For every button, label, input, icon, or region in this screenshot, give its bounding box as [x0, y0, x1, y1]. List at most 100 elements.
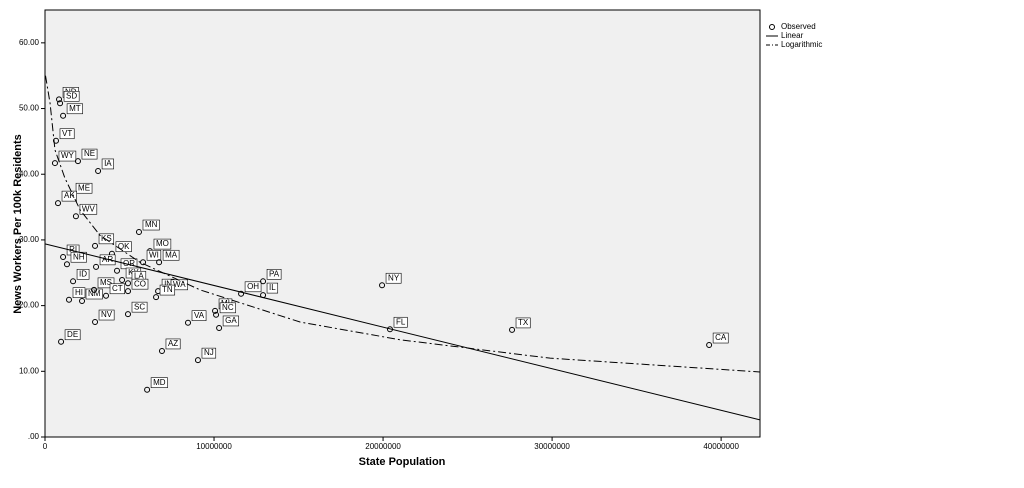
point [56, 96, 63, 103]
x-tick-label: 0 [43, 442, 48, 451]
point-label-box [162, 249, 180, 261]
point [103, 292, 110, 299]
point [124, 288, 131, 295]
point-label: CA [715, 333, 727, 342]
point-label: NY [388, 273, 400, 282]
point-label-box [201, 347, 217, 359]
point-label: AK [64, 191, 75, 200]
point-label-box [98, 233, 115, 245]
point-label-box [61, 190, 77, 202]
y-tick-label: 20.00 [19, 301, 40, 310]
point-label-box [266, 269, 282, 280]
point [74, 158, 81, 165]
point-label: KS [101, 234, 112, 243]
point-label: TN [162, 285, 173, 294]
point-label-box [393, 316, 408, 328]
y-tick-label: .00 [28, 432, 40, 441]
point-label: NV [101, 310, 113, 319]
point-label: OK [118, 242, 130, 251]
point-label-box [131, 301, 148, 313]
point-label: MA [165, 250, 178, 259]
point-label-box [115, 241, 132, 253]
legend-symbol [769, 24, 775, 30]
point [58, 338, 65, 345]
point [216, 324, 223, 331]
point-label-box [97, 277, 115, 289]
y-tick-label: 60.00 [19, 38, 40, 47]
point-label: MT [69, 104, 81, 113]
point [60, 112, 67, 119]
point [706, 342, 713, 349]
point-label-box [222, 315, 239, 327]
point [72, 213, 79, 220]
point-label: NH [73, 252, 85, 261]
point-label: MN [145, 220, 158, 229]
point-label: OR [123, 259, 135, 268]
point [135, 229, 142, 236]
point-label: CT [112, 284, 123, 293]
fit-line [45, 75, 761, 373]
point-label-box [159, 284, 176, 296]
x-axis-title: State Population [359, 456, 446, 468]
point-label: PA [269, 269, 280, 278]
point-label-box [63, 90, 80, 102]
point-label: VA [194, 311, 205, 320]
point-label: DE [67, 330, 78, 339]
point [91, 286, 98, 293]
y-tick-label: 10.00 [19, 366, 40, 375]
point-label-box [64, 329, 81, 341]
x-tick-label: 10000000 [196, 442, 232, 451]
x-tick-label: 40000000 [703, 442, 739, 451]
point-label: FL [396, 317, 406, 326]
point-label: CO [134, 279, 146, 288]
point-label-box [85, 288, 103, 300]
point-label-box [98, 309, 115, 321]
point-label-box [81, 148, 98, 160]
point [158, 347, 165, 354]
point [194, 357, 201, 364]
point-label-box [66, 103, 83, 115]
point-label: NE [84, 149, 95, 158]
point-label-box [165, 338, 181, 350]
point [57, 100, 64, 107]
point-label-box [58, 150, 77, 162]
legend-label: Logarithmic [781, 40, 822, 49]
point-label: WV [82, 204, 96, 213]
point [93, 263, 100, 270]
point [63, 261, 70, 268]
point [51, 160, 58, 167]
point-label: MS [100, 278, 112, 287]
point-label: WY [61, 151, 75, 160]
point-label: ME [78, 183, 90, 192]
point-label-box [146, 249, 162, 261]
point-label: NM [88, 289, 101, 298]
point-label-box [515, 317, 531, 329]
point-label: VT [62, 129, 72, 138]
point-label: MO [156, 239, 169, 248]
point [79, 298, 86, 305]
point-label: RI [69, 245, 77, 254]
point [213, 311, 220, 318]
point-label: LA [134, 271, 144, 280]
point [52, 137, 59, 144]
point-label: GA [225, 316, 237, 325]
point [66, 296, 73, 303]
point-label-box [72, 287, 86, 299]
point-label-box [131, 278, 149, 290]
y-tick-label: 30.00 [19, 235, 40, 244]
point-label: AZ [168, 339, 178, 348]
point-label: SC [134, 302, 145, 311]
legend-label: Observed [781, 22, 816, 31]
point-label-box [266, 282, 279, 294]
point-label-box [109, 283, 125, 295]
point-label-box [150, 377, 168, 389]
point-label: IN [164, 279, 172, 288]
point-label: HI [75, 288, 83, 297]
x-tick-label: 30000000 [534, 442, 570, 451]
point [379, 282, 386, 289]
point-label: OH [247, 282, 259, 291]
point-label-box [385, 272, 402, 284]
point [114, 267, 121, 274]
x-tick-label: 20000000 [365, 442, 401, 451]
point-label-box [75, 182, 93, 194]
